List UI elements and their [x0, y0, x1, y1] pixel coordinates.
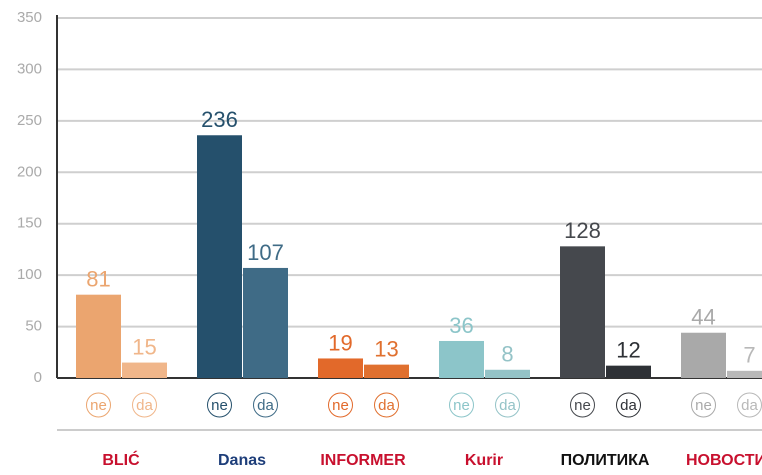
bar [727, 370, 762, 378]
legend-circle [616, 392, 641, 418]
series-label: ne [574, 397, 591, 414]
series-label: ne [211, 397, 228, 414]
bar [122, 362, 167, 378]
series-label: da [257, 397, 274, 414]
legend-circle [207, 392, 232, 418]
legend-circle [691, 392, 716, 418]
category-label: Danas [218, 452, 266, 469]
category-label: Kurir [465, 452, 503, 469]
value-label: 36 [449, 313, 473, 338]
value-label: 12 [616, 337, 640, 362]
bar [485, 369, 530, 378]
category-label: BLIĆ [102, 450, 140, 469]
value-label: 15 [132, 334, 156, 359]
value-label: 7 [743, 343, 755, 368]
y-tick-label: 100 [17, 266, 42, 283]
series-label: da [136, 397, 153, 414]
category-label: НОВОСТИ [686, 452, 762, 469]
value-label: 13 [374, 336, 398, 361]
series-label: ne [332, 397, 349, 414]
bar [76, 294, 121, 378]
series-label: da [620, 397, 637, 414]
bar [243, 267, 288, 378]
category-label: INFORMER [320, 452, 406, 469]
legend-circle [374, 392, 399, 418]
legend-circle [495, 392, 520, 418]
category-label: ПОЛИТИКА [561, 452, 650, 469]
series-label: ne [90, 397, 107, 414]
y-tick-label: 350 [17, 9, 42, 26]
bar [364, 364, 409, 378]
y-tick-label: 50 [25, 318, 42, 335]
series-label: da [378, 397, 395, 414]
legend-circle [86, 392, 111, 418]
series-label: ne [453, 397, 470, 414]
bar [439, 340, 484, 378]
legend-circle [570, 392, 595, 418]
series-label: ne [695, 397, 712, 414]
value-label: 44 [691, 305, 715, 330]
value-label: 128 [564, 218, 601, 243]
series-label: da [499, 397, 516, 414]
value-label: 8 [501, 342, 513, 367]
legend-circle [253, 392, 278, 418]
bar [681, 332, 726, 378]
legend-circle [449, 392, 474, 418]
bar [197, 135, 242, 378]
value-label: 81 [86, 266, 110, 291]
bar [560, 246, 605, 378]
legend-circle [328, 392, 353, 418]
value-label: 107 [247, 240, 284, 265]
value-label: 236 [201, 107, 238, 132]
value-label: 19 [328, 330, 352, 355]
y-tick-label: 150 [17, 215, 42, 232]
legend-circle [132, 392, 157, 418]
y-tick-label: 0 [34, 369, 42, 386]
y-tick-label: 300 [17, 60, 42, 77]
bar [606, 365, 651, 378]
series-label: da [741, 397, 758, 414]
y-tick-label: 250 [17, 112, 42, 129]
bar [318, 358, 363, 378]
y-tick-label: 200 [17, 163, 42, 180]
